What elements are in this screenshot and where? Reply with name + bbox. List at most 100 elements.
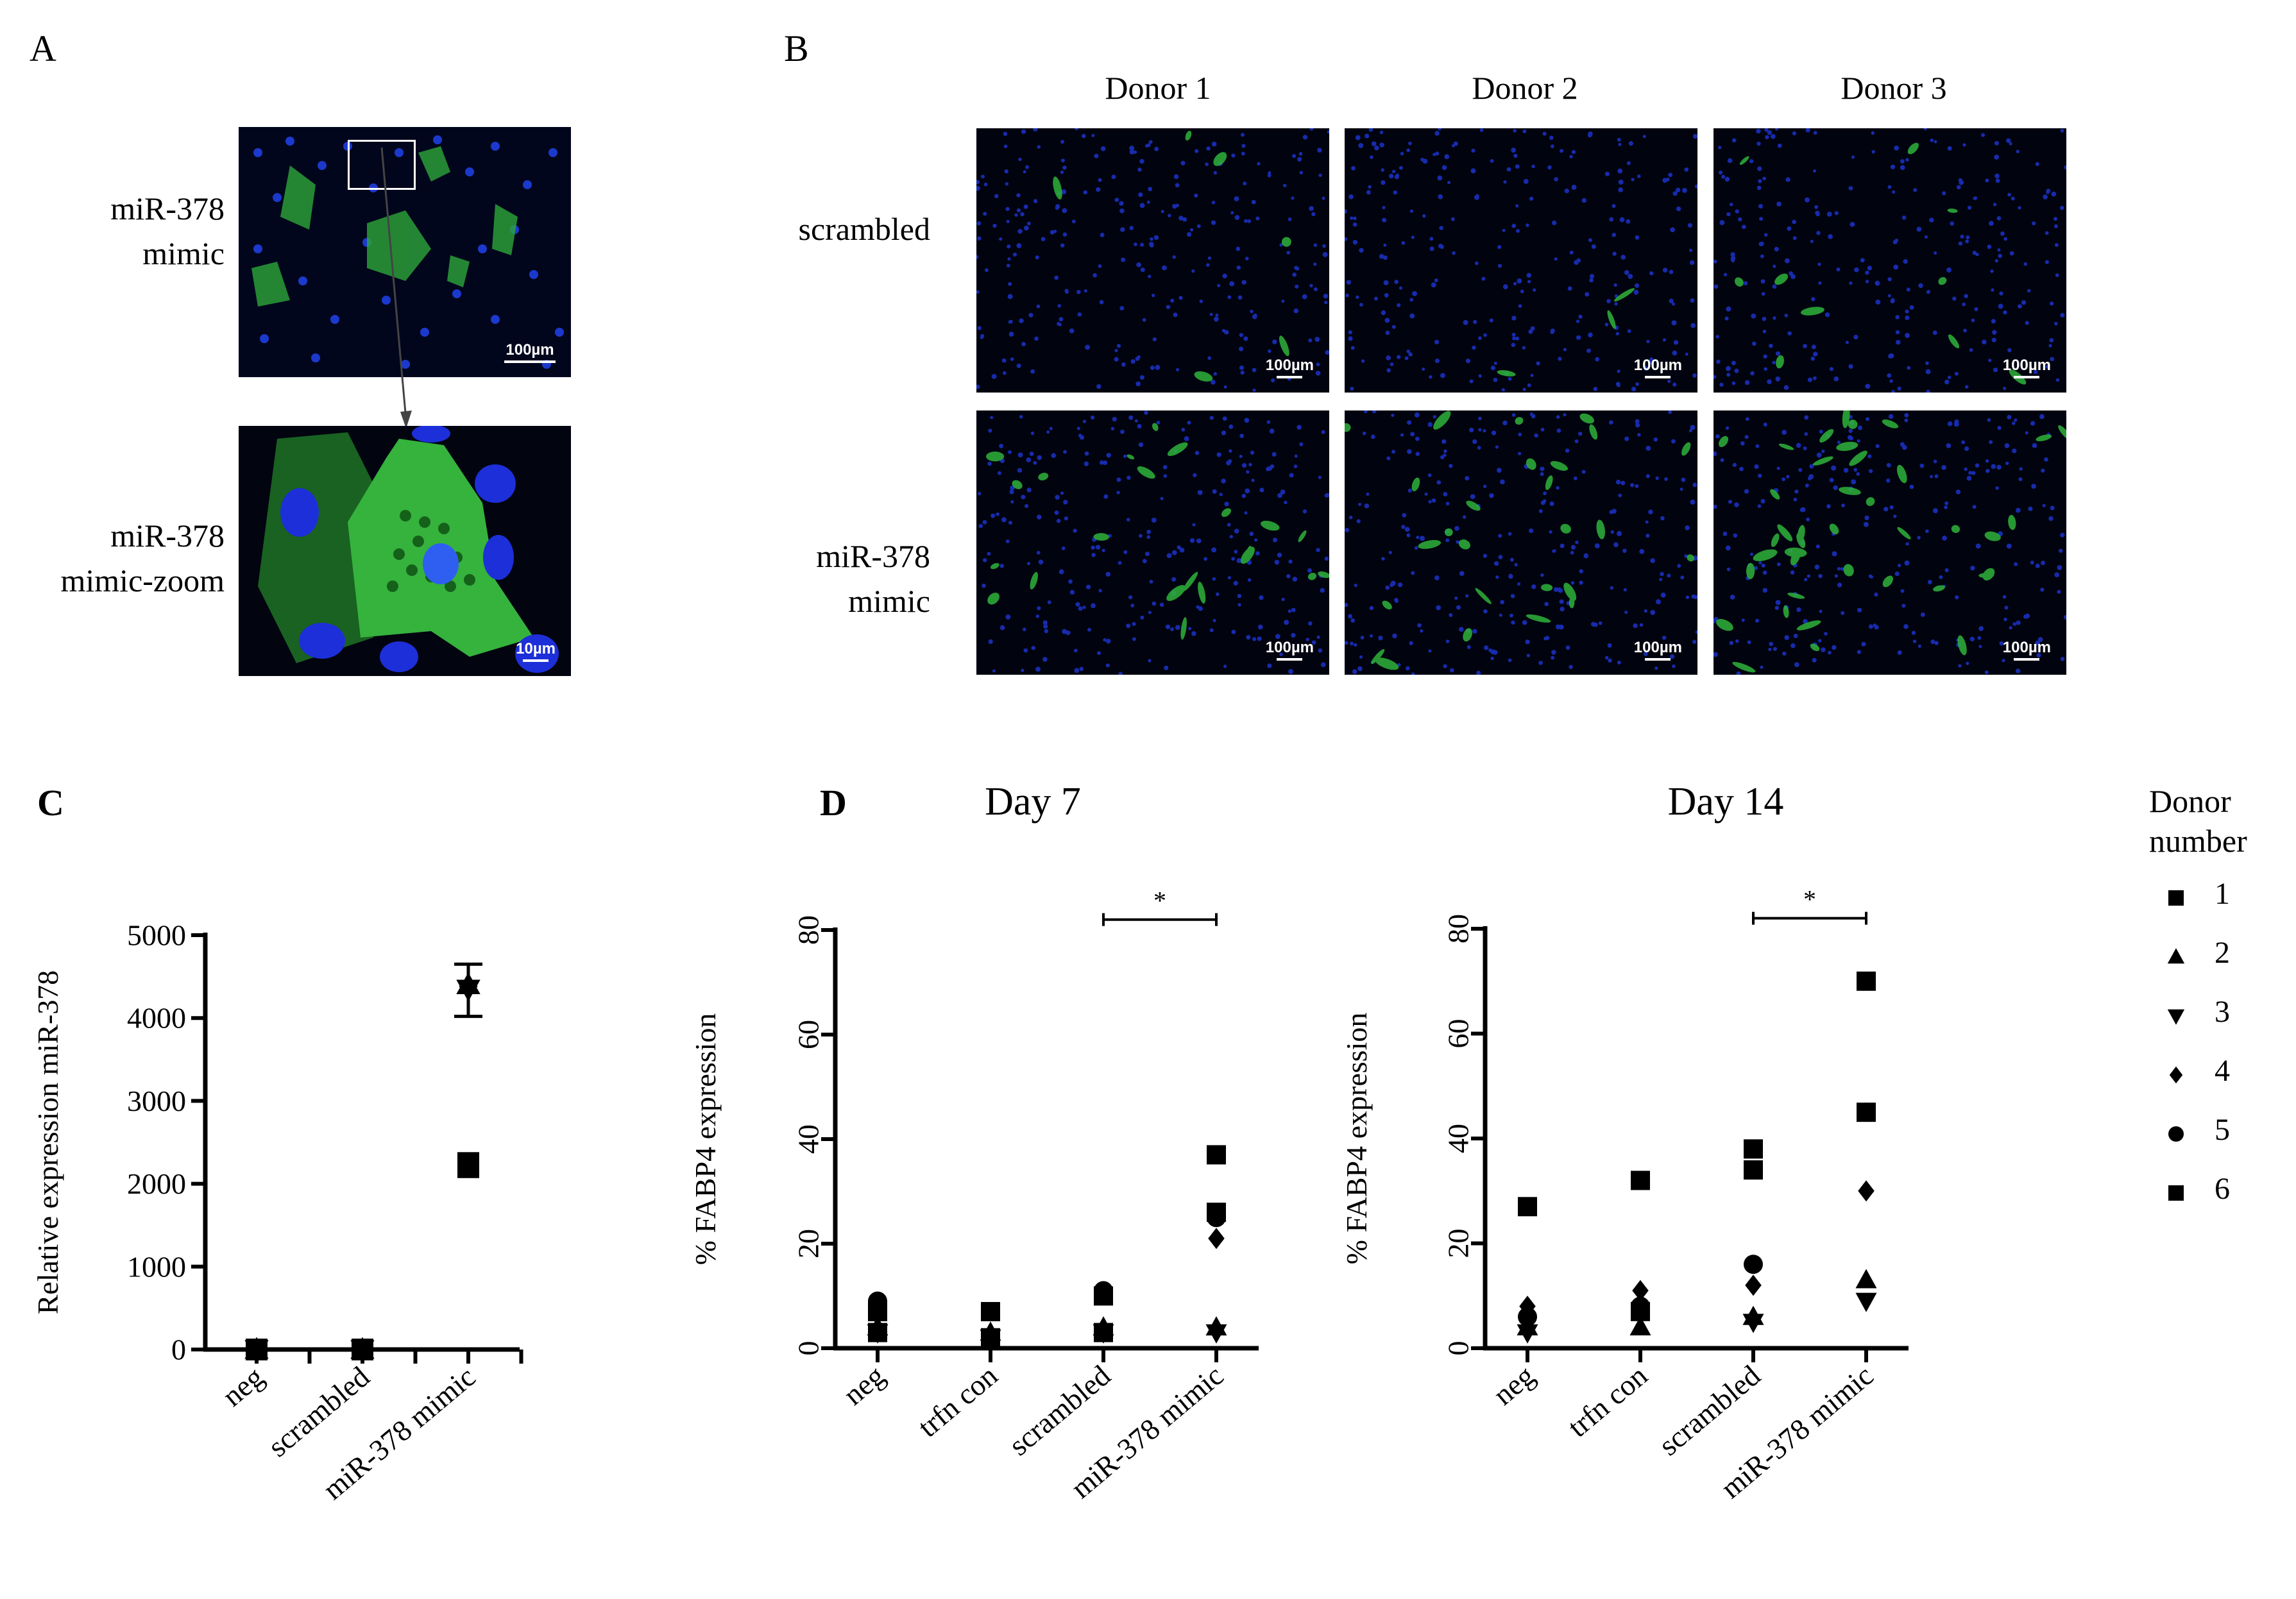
- data-point: [459, 974, 478, 999]
- data-point: [457, 1156, 479, 1178]
- legend-marker-shape: [2167, 1009, 2185, 1025]
- y-tick-label: 60: [792, 1020, 825, 1049]
- legend-label-5: 5: [2215, 1113, 2230, 1147]
- zoom-arrow: [380, 148, 412, 428]
- data-point: [1519, 1296, 1536, 1317]
- micrograph-cells: [1713, 128, 2066, 393]
- y-tick-label: 40: [792, 1124, 825, 1154]
- x-tick-label: neg: [1487, 1359, 1541, 1412]
- y-axis-label: Relative expression miR-378: [31, 970, 64, 1315]
- micrograph-scrambled-donor-2: 100µm: [1345, 128, 1697, 393]
- panel-b-row1-label: scrambled: [798, 211, 930, 247]
- scalebar: 10µm: [516, 640, 556, 662]
- data-point: [1745, 1274, 1762, 1296]
- micrograph-mimic-donor-3: 100µm: [1713, 410, 2066, 675]
- legend-marker-shape: [2168, 890, 2184, 906]
- legend-marker-1: [2168, 890, 2184, 906]
- scalebar: 100µm: [1634, 639, 1682, 661]
- legend-title: Donor number: [2149, 783, 2247, 859]
- y-axis-label: % FABP4 expression: [1340, 1013, 1373, 1265]
- x-tick-label: scrambled: [1003, 1359, 1117, 1462]
- legend-label-2: 2: [2215, 936, 2230, 970]
- legend-label-1: 1: [2215, 877, 2230, 911]
- legend-marker-shape: [2169, 1066, 2183, 1084]
- panel-a-row2-label: miR-378 mimic-zoom: [60, 518, 225, 598]
- data-point: [1855, 1292, 1877, 1312]
- y-axis-label: % FABP4 expression: [689, 1013, 722, 1265]
- micrograph-mimic-zoom: 10µm: [239, 426, 571, 676]
- data-point: [1094, 1286, 1113, 1306]
- y-tick-label: 3000: [127, 1085, 186, 1117]
- chart-title-day7: Day 7: [985, 780, 1081, 824]
- column-donor-2: Donor 2: [1472, 70, 1578, 106]
- data-point: [1744, 1160, 1763, 1180]
- y-tick-label: 5000: [127, 919, 186, 952]
- scalebar: 100µm: [1634, 357, 1682, 378]
- legend-label-4: 4: [2215, 1054, 2230, 1088]
- y-tick-label: 20: [1442, 1229, 1475, 1258]
- legend-marker-shape: [2167, 948, 2185, 964]
- data-point: [1744, 1255, 1763, 1274]
- charts-svg: 010002000300040005000negscrambledmiR-378…: [31, 885, 1909, 1506]
- data-point: [1632, 1280, 1649, 1301]
- x-tick-label: trfn con: [1561, 1359, 1653, 1444]
- column-donor-1: Donor 1: [1105, 70, 1211, 106]
- scalebar: 100µm: [2003, 639, 2051, 661]
- chart-title-day14: Day 14: [1667, 780, 1784, 824]
- data-point: [1205, 1324, 1227, 1344]
- data-point: [1207, 1145, 1226, 1165]
- panel-letter-b: B: [784, 28, 809, 69]
- column-donor-3: Donor 3: [1841, 70, 1947, 106]
- micrograph-cells: [1345, 410, 1697, 675]
- y-tick-label: 80: [792, 915, 825, 945]
- data-point: [1742, 1314, 1764, 1333]
- y-tick-label: 80: [1442, 914, 1475, 943]
- data-point: [1858, 1180, 1875, 1202]
- micrograph-cells: [1345, 128, 1697, 393]
- data-point: [1857, 971, 1876, 991]
- y-tick-label: 2000: [127, 1167, 186, 1200]
- legend-marker-6: [2168, 1185, 2184, 1201]
- micrograph-mimic-cells: [239, 127, 571, 377]
- micrograph-zoom-cell: [239, 426, 571, 676]
- data-point: [981, 1301, 1000, 1321]
- scalebar: 100µm: [1266, 639, 1314, 661]
- significance-star: *: [1153, 886, 1166, 915]
- scalebar: 100µm: [504, 341, 556, 363]
- micrograph-cells: [1713, 410, 2066, 675]
- scalebar: 100µm: [1266, 357, 1314, 378]
- data-point: [980, 1329, 1001, 1349]
- y-tick-label: 0: [171, 1333, 186, 1366]
- micrograph-cells: [976, 128, 1329, 393]
- legend-marker-2: [2167, 948, 2185, 964]
- data-point: [1855, 1269, 1877, 1289]
- data-point: [1093, 1324, 1114, 1344]
- legend-label-6: 6: [2215, 1172, 2230, 1206]
- zoom-inset-box: [348, 140, 416, 190]
- data-point: [1629, 1316, 1651, 1336]
- significance-star: *: [1803, 885, 1816, 914]
- x-tick-label: trfn con: [912, 1359, 1003, 1444]
- y-tick-label: 20: [792, 1229, 825, 1258]
- micrograph-mimic: 100µm: [239, 127, 571, 377]
- data-point: [1207, 1208, 1226, 1228]
- data-point: [867, 1324, 889, 1344]
- micrograph-cells: [976, 410, 1329, 675]
- panel-letter-c: C: [37, 782, 64, 824]
- data-point: [1744, 1139, 1763, 1159]
- legend-marker-3: [2167, 1009, 2185, 1025]
- y-tick-label: 40: [1442, 1124, 1475, 1153]
- micrograph-mimic-donor-1: 100µm: [976, 410, 1329, 675]
- y-tick-label: 0: [1442, 1341, 1475, 1356]
- legend-marker-4: [2169, 1066, 2183, 1084]
- x-tick-label: neg: [216, 1360, 270, 1413]
- legend-marker-5: [2168, 1126, 2184, 1142]
- legend-label-3: 3: [2215, 995, 2230, 1029]
- panel-letter-d: D: [820, 782, 847, 824]
- data-point: [1857, 1103, 1876, 1122]
- data-point: [1517, 1324, 1538, 1344]
- data-point: [244, 1340, 269, 1362]
- chart-c: 010002000300040005000negscrambledmiR-378…: [31, 919, 523, 1506]
